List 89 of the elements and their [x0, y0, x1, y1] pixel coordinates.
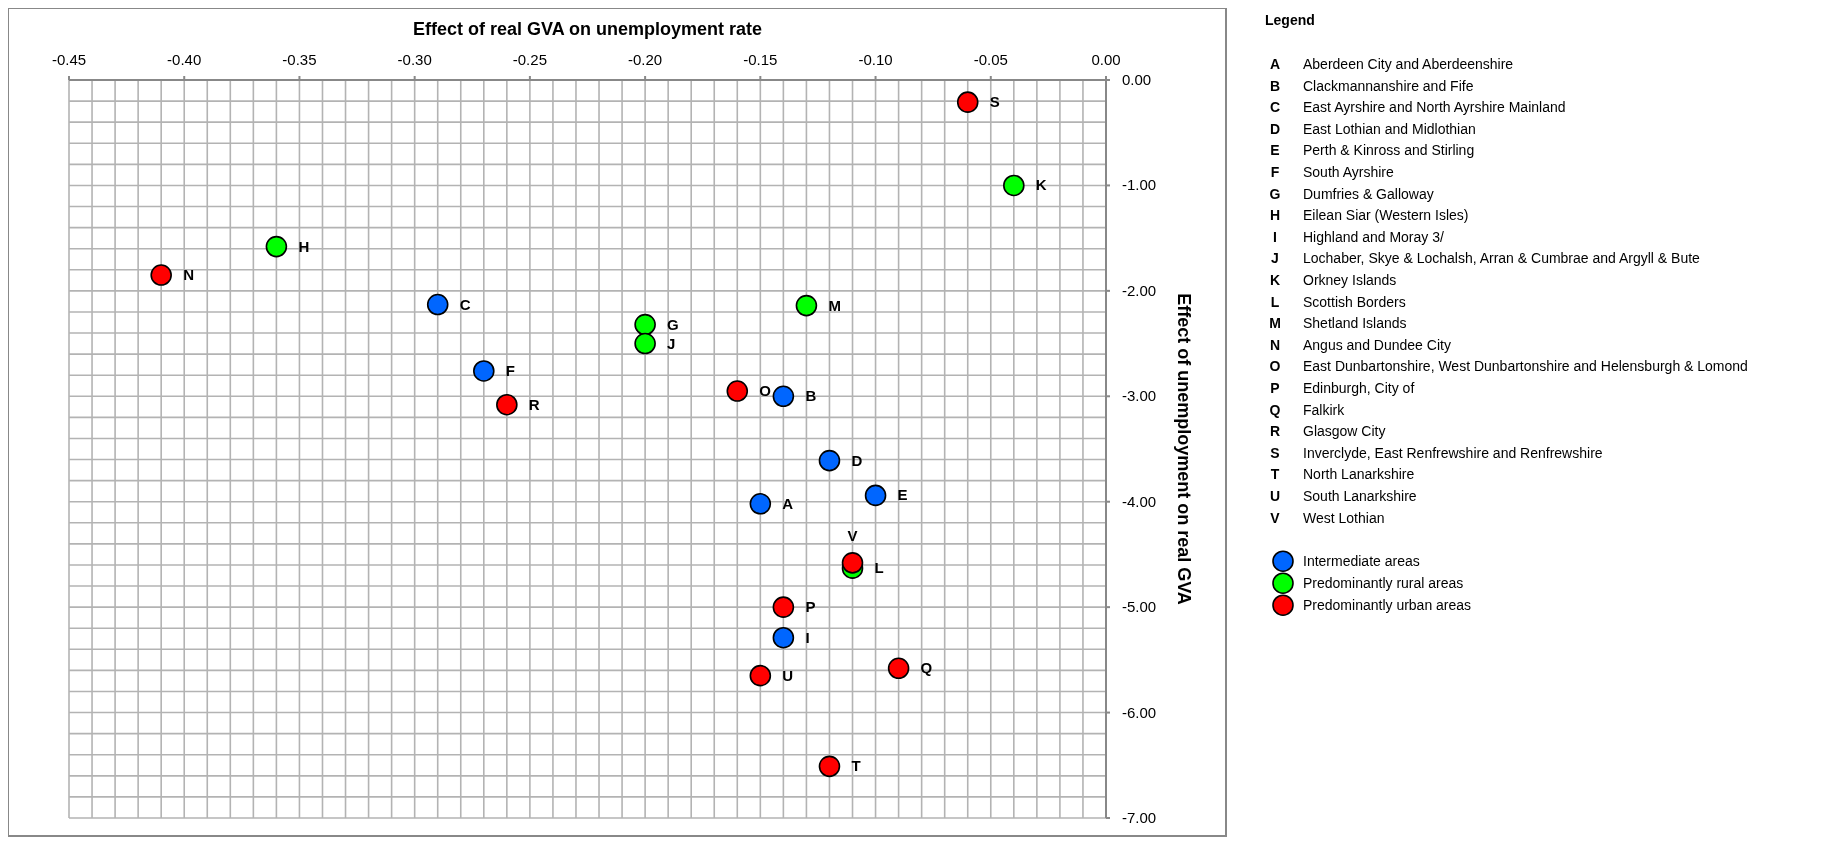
y-axis-title: Effect of unemployment on real GVA [1174, 293, 1194, 605]
x-tick-label: -0.40 [167, 51, 202, 68]
text: O East Dunbartonshire, West Dunbartonshire and Helensburgh & Lomond [1269, 358, 1748, 375]
x-tick-label: -0.10 [858, 51, 893, 68]
text: S Inverclyde, East Renfrewshire and Renfrewshire [1270, 444, 1603, 461]
point [496, 393, 518, 416]
annotation: F [505, 361, 515, 379]
x-tick-label: -0.25 [512, 51, 547, 68]
annotation: E [897, 486, 908, 504]
legend-label: Intermediate areas [1303, 553, 1420, 570]
legend-label: Predominantly rural areas [1303, 575, 1464, 592]
text: D East Lothian and Midlothian [1269, 120, 1476, 137]
point [795, 294, 818, 317]
annotation: I [805, 628, 810, 646]
annotation: U [782, 666, 794, 684]
point [956, 91, 979, 113]
text: P Edinburgh, City of [1270, 380, 1415, 396]
y-tick-label: -7.00 [1122, 809, 1157, 826]
point [634, 313, 656, 336]
text: H Eilean Siar (Western Isles) [1269, 207, 1469, 224]
point [726, 380, 749, 402]
x-tick-label: -0.45 [51, 51, 87, 68]
annotation: G [667, 315, 679, 333]
y-tick-label: 0.00 [1122, 71, 1152, 88]
text: V West Lothian [1270, 509, 1385, 526]
text: K Orkney Islands [1269, 272, 1397, 288]
text: B Clackmannanshire and Fife [1269, 77, 1474, 94]
text: U South Lanarkshire [1269, 488, 1417, 504]
text: C East Ayrshire and North Ayrshire Mainland [1269, 99, 1566, 116]
annotation: M [828, 296, 841, 314]
annotation: C [459, 295, 471, 313]
point [841, 552, 864, 574]
annotation: Q [920, 659, 933, 677]
text: A Aberdeen City and Aberdeenshire [1269, 56, 1514, 72]
text: M Shetland Islands [1269, 315, 1407, 332]
annotation: H [298, 237, 310, 255]
annotation: T [851, 757, 861, 775]
text: F South Ayrshire [1270, 164, 1394, 180]
text: N Angus and Dundee City [1269, 336, 1451, 353]
annotation: P [805, 598, 816, 616]
point [1003, 174, 1025, 197]
point [818, 755, 841, 778]
point [473, 360, 495, 382]
x-tick-label: -0.20 [628, 51, 663, 68]
point [772, 626, 795, 649]
text: Q Falkirk [1269, 401, 1345, 418]
point [772, 385, 795, 408]
x-tick-label: 0.00 [1091, 51, 1121, 68]
annotation: L [874, 559, 884, 577]
text: G Dumfries & Galloway [1269, 185, 1434, 202]
annotation: V [847, 526, 858, 544]
text: L Scottish Borders [1270, 293, 1406, 310]
x-tick-label: -0.30 [397, 51, 432, 68]
point [818, 449, 841, 472]
text: R Glasgow City [1269, 423, 1386, 440]
annotation: B [805, 387, 817, 405]
x-tick-label: -0.15 [743, 51, 778, 68]
point [634, 332, 656, 355]
text: T North Lanarkshire [1270, 466, 1415, 483]
y-tick-label: -3.00 [1122, 387, 1157, 405]
annotation: J [667, 334, 676, 352]
text: E Perth & Kinross and Stirling [1270, 142, 1475, 159]
point [772, 596, 795, 618]
x-tick-label: -0.35 [282, 51, 317, 68]
y-tick-label: -5.00 [1122, 598, 1157, 616]
y-tick-label: -1.00 [1122, 176, 1157, 194]
x-tick-label: -0.05 [973, 51, 1008, 68]
annotation: O [759, 382, 772, 400]
text: J Lochaber, Skye & Lochalsh, Arran & Cumbrae and Argyll & Bute [1271, 250, 1700, 267]
annotation: D [851, 451, 863, 469]
legend-label: Predominantly urban areas [1303, 597, 1472, 614]
point [150, 264, 172, 286]
point [426, 293, 449, 316]
annotation: S [989, 93, 1000, 111]
point [887, 657, 910, 680]
annotation: K [1035, 176, 1047, 194]
point [749, 664, 772, 687]
text: I Highland and Moray 3/ [1273, 228, 1444, 245]
y-tick-label: -6.00 [1122, 703, 1157, 721]
point [265, 235, 288, 258]
legend-title: Legend [1265, 12, 1315, 28]
point [749, 493, 772, 515]
x-axis-title: Effect of real GVA on unemployment rate [412, 19, 763, 39]
annotation: R [528, 395, 540, 413]
annotation: N [183, 266, 195, 284]
annotation: A [782, 494, 794, 512]
point [864, 484, 887, 507]
y-tick-label: -4.00 [1122, 492, 1157, 510]
y-tick-label: -2.00 [1122, 281, 1157, 299]
